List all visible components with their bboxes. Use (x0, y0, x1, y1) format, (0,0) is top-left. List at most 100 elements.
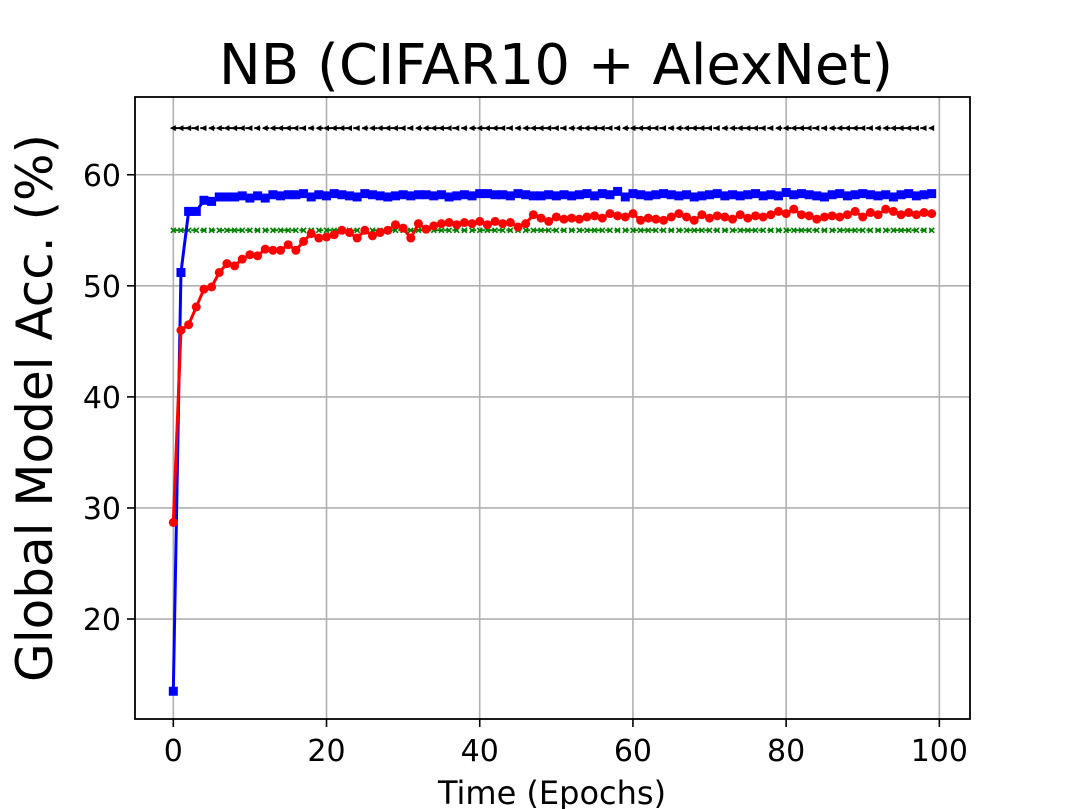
data-point (927, 189, 937, 199)
data-point (728, 214, 738, 224)
data-point (796, 210, 806, 220)
data-point (399, 125, 406, 132)
data-point (261, 125, 268, 132)
series-0 (169, 125, 935, 132)
data-point (437, 125, 444, 132)
data-point (789, 190, 799, 200)
data-point (260, 244, 270, 254)
data-point (920, 227, 928, 234)
data-point (773, 206, 783, 216)
data-point (170, 227, 177, 234)
data-point (697, 210, 707, 220)
data-point (323, 125, 330, 132)
data-point (354, 227, 361, 234)
data-point (744, 227, 751, 234)
data-point (544, 190, 554, 200)
data-point (237, 254, 247, 264)
data-point (215, 125, 222, 132)
data-point (574, 214, 584, 224)
data-point (513, 189, 523, 199)
data-point (277, 125, 284, 132)
x-tick-label: 80 (767, 734, 805, 769)
data-point (773, 191, 783, 201)
data-point (714, 227, 721, 234)
series-2 (168, 186, 937, 696)
data-point (582, 189, 592, 199)
data-point (314, 233, 324, 243)
data-point (560, 125, 567, 132)
data-point (888, 192, 898, 202)
data-point (782, 125, 789, 132)
data-point (599, 227, 606, 234)
data-point (537, 125, 544, 132)
data-point (482, 189, 492, 199)
data-point (652, 227, 659, 234)
data-point (567, 191, 577, 201)
data-point (660, 227, 667, 234)
data-point (904, 208, 914, 218)
data-point (300, 227, 307, 234)
data-point (553, 227, 560, 234)
y-tick-label: 50 (83, 270, 121, 305)
data-point (774, 125, 781, 132)
x-tick-label: 60 (614, 734, 652, 769)
y-tick-label: 60 (83, 159, 121, 194)
data-point (850, 190, 860, 200)
data-point (905, 125, 912, 132)
data-point (337, 190, 347, 200)
data-point (230, 192, 240, 202)
data-point (329, 189, 339, 199)
data-point (620, 212, 630, 222)
data-point (323, 227, 330, 234)
data-point (576, 227, 583, 234)
data-point (705, 213, 715, 223)
data-point (689, 215, 699, 225)
x-tick-label: 40 (461, 734, 499, 769)
data-point (491, 125, 498, 132)
data-point (476, 227, 483, 234)
data-point (545, 125, 552, 132)
data-point (230, 261, 240, 271)
data-point (912, 125, 919, 132)
data-point (216, 227, 223, 234)
y-axis-label: Global Model Acc. (%) (6, 134, 64, 682)
data-point (735, 210, 745, 220)
data-point (874, 125, 881, 132)
data-point (384, 125, 391, 132)
data-point (498, 219, 508, 229)
data-point (559, 214, 569, 224)
data-point (804, 190, 814, 200)
data-point (636, 190, 646, 200)
data-point (238, 125, 245, 132)
data-point (865, 208, 875, 218)
data-point (184, 206, 194, 216)
data-point (766, 210, 776, 220)
data-point (819, 212, 829, 222)
data-point (852, 227, 859, 234)
data-point (629, 125, 636, 132)
data-point (675, 227, 682, 234)
grid-lines (135, 97, 970, 719)
data-point (551, 212, 561, 222)
data-point (767, 125, 774, 132)
data-point (245, 250, 255, 260)
data-point (645, 227, 652, 234)
data-point (905, 227, 912, 234)
data-point (276, 245, 286, 255)
data-point (306, 229, 316, 239)
data-point (568, 125, 575, 132)
data-point (683, 125, 690, 132)
data-point (697, 191, 707, 201)
data-point (277, 227, 284, 234)
data-point (775, 227, 782, 234)
data-point (367, 231, 377, 241)
data-point (858, 189, 868, 199)
data-point (191, 206, 201, 216)
data-point (330, 125, 337, 132)
data-point (781, 188, 791, 198)
data-point (690, 125, 697, 132)
data-point (383, 225, 393, 235)
data-point (507, 227, 514, 234)
data-point (706, 227, 713, 234)
data-point (729, 227, 736, 234)
